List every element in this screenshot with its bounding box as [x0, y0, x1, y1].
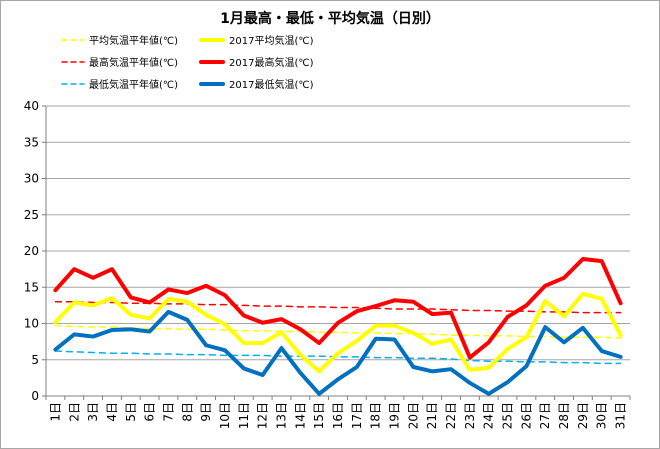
x-tick-label: 21日 [425, 402, 439, 429]
x-tick-label: 28日 [557, 402, 571, 429]
series-line [54, 350, 622, 365]
x-tick-label: 1日 [48, 402, 62, 422]
legend-label: 2017最低気温(℃) [229, 78, 314, 91]
x-tick-label: 5日 [124, 402, 138, 422]
x-tick-label: 3日 [86, 402, 100, 422]
series-line [54, 301, 622, 314]
x-tick-label: 31日 [614, 402, 628, 429]
x-tick-label: 4日 [105, 402, 119, 422]
x-tick-label: 9日 [199, 402, 213, 422]
y-tick-label: 5 [31, 353, 39, 367]
x-tick-label: 11日 [237, 402, 251, 429]
y-tick-label: 35 [24, 135, 39, 149]
y-tick-label: 20 [24, 244, 39, 258]
series-line [53, 256, 623, 360]
legend-label: 平均気温平年値(℃) [89, 34, 178, 47]
y-axis-ticks: 0 5 10 15 20 25 30 35 40 [24, 99, 46, 403]
series-lines [53, 256, 623, 396]
legend: 平均気温平年値(℃) 2017平均気温(℃) 最高気温平年値(℃) 2017最高気温(… [61, 34, 314, 91]
chart-title: 1月最高・最低・平均気温（日別） [220, 11, 440, 27]
x-tick-label: 10日 [218, 402, 232, 429]
x-tick-label: 18日 [369, 402, 383, 429]
x-tick-label: 12日 [256, 402, 270, 429]
x-tick-label: 17日 [350, 402, 364, 429]
y-tick-label: 25 [24, 208, 39, 222]
y-tick-label: 0 [31, 389, 39, 403]
x-tick-label: 25日 [501, 402, 515, 429]
x-tick-label: 16日 [331, 402, 345, 429]
legend-label: 最低気温平年値(℃) [89, 78, 178, 91]
x-tick-label: 14日 [293, 402, 307, 429]
x-tick-label: 6日 [143, 402, 157, 422]
x-tick-label: 26日 [519, 402, 533, 429]
gridlines [46, 105, 630, 361]
legend-label: 2017最高気温(℃) [229, 56, 314, 69]
y-tick-label: 15 [24, 280, 39, 294]
series-line [53, 291, 623, 374]
x-tick-label: 7日 [161, 402, 175, 422]
x-tick-label: 20日 [406, 402, 420, 429]
legend-label: 最高気温平年値(℃) [89, 56, 178, 69]
x-tick-label: 29日 [576, 402, 590, 429]
x-tick-label: 8日 [180, 402, 194, 422]
series-line [53, 309, 623, 396]
legend-label: 2017平均気温(℃) [229, 34, 314, 47]
y-tick-label: 40 [24, 99, 39, 113]
x-tick-label: 23日 [463, 402, 477, 429]
x-tick-label: 27日 [538, 402, 552, 429]
series-line [54, 324, 622, 339]
x-tick-label: 24日 [482, 402, 496, 429]
y-tick-label: 30 [24, 172, 39, 186]
x-tick-label: 19日 [388, 402, 402, 429]
y-tick-label: 10 [24, 317, 39, 331]
x-tick-label: 13日 [274, 402, 288, 429]
x-tick-label: 2日 [67, 402, 81, 422]
x-tick-label: 15日 [312, 402, 326, 429]
x-tick-label: 22日 [444, 402, 458, 429]
x-axis-ticks: 1日 2日 3日 4日 5日 6日 7日 8日 9日 10日 11日 12日 13日 14日 15日 16日 1… [45, 396, 631, 429]
x-tick-label: 30日 [595, 402, 609, 429]
